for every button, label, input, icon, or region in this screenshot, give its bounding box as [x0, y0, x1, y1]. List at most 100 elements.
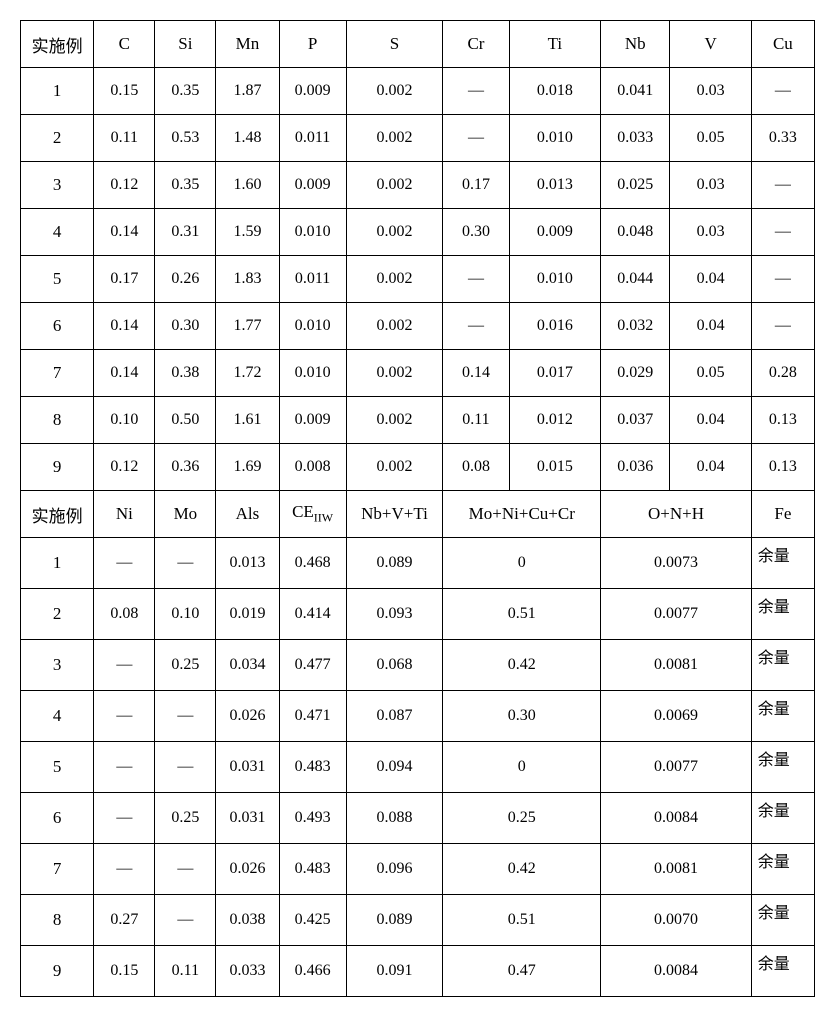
cell-value: 0.47: [443, 946, 601, 997]
cell-value: 0.0073: [601, 538, 752, 589]
cell-value: 0.036: [601, 444, 670, 491]
cell-value: 0.468: [279, 538, 346, 589]
row-label: 9: [21, 946, 94, 997]
row-label: 7: [21, 844, 94, 895]
cell-value: —: [155, 844, 216, 895]
cell-value: 0.038: [216, 895, 279, 946]
cell-value: 0.42: [443, 640, 601, 691]
row-label: 7: [21, 350, 94, 397]
cell-value: 0.483: [279, 742, 346, 793]
header-si: Si: [155, 21, 216, 68]
table-row: 5——0.0310.4830.09400.0077余量: [21, 742, 815, 793]
cell-value: —: [751, 303, 814, 350]
cell-value: 0.11: [443, 397, 509, 444]
table-row: 80.100.501.610.0090.0020.110.0120.0370.0…: [21, 397, 815, 444]
row-label: 2: [21, 589, 94, 640]
table-row: 20.110.531.480.0110.002—0.0100.0330.050.…: [21, 115, 815, 162]
cell-value: —: [751, 209, 814, 256]
cell-value: 0.414: [279, 589, 346, 640]
cell-value: 0.14: [94, 209, 155, 256]
fe-cell: 余量: [751, 589, 814, 640]
cell-value: 0.009: [279, 68, 346, 115]
cell-value: 0.50: [155, 397, 216, 444]
row-label: 8: [21, 895, 94, 946]
cell-value: 0.14: [94, 303, 155, 350]
cell-value: 0.002: [346, 303, 443, 350]
cell-value: 0.033: [216, 946, 279, 997]
cell-value: 0.10: [155, 589, 216, 640]
fe-cell: 余量: [751, 742, 814, 793]
cell-value: 1.59: [216, 209, 279, 256]
cell-value: 0.011: [279, 256, 346, 303]
cell-value: 0.30: [155, 303, 216, 350]
cell-value: 1.87: [216, 68, 279, 115]
header-fe: Fe: [751, 491, 814, 538]
cell-value: 0.0077: [601, 589, 752, 640]
cell-value: 0.0084: [601, 793, 752, 844]
cell-value: 0.018: [509, 68, 601, 115]
cell-value: 0.12: [94, 444, 155, 491]
cell-value: 0.009: [279, 397, 346, 444]
table-row: 3—0.250.0340.4770.0680.420.0081余量: [21, 640, 815, 691]
fe-cell: 余量: [751, 895, 814, 946]
cell-value: —: [443, 68, 509, 115]
cell-value: 1.69: [216, 444, 279, 491]
cell-value: 1.72: [216, 350, 279, 397]
cell-value: 0.05: [670, 350, 751, 397]
cell-value: 0.002: [346, 256, 443, 303]
cell-value: 0.26: [155, 256, 216, 303]
cell-value: 0.089: [346, 538, 443, 589]
cell-value: —: [94, 844, 155, 895]
header-example-label-2: 实施例: [21, 491, 94, 538]
cell-value: 0.041: [601, 68, 670, 115]
cell-value: 0.35: [155, 162, 216, 209]
cell-value: 0.13: [751, 444, 814, 491]
cell-value: 1.77: [216, 303, 279, 350]
table-row: 90.120.361.690.0080.0020.080.0150.0360.0…: [21, 444, 815, 491]
cell-value: 1.61: [216, 397, 279, 444]
cell-value: 0.013: [216, 538, 279, 589]
header-row-1: 实施例 C Si Mn P S Cr Ti Nb V Cu: [21, 21, 815, 68]
cell-value: 0.026: [216, 844, 279, 895]
composition-table: 实施例 C Si Mn P S Cr Ti Nb V Cu 10.150.351…: [20, 20, 815, 997]
cell-value: 0.0077: [601, 742, 752, 793]
cell-value: 0.14: [443, 350, 509, 397]
cell-value: 0.011: [279, 115, 346, 162]
cell-value: 0.010: [509, 256, 601, 303]
table-row: 30.120.351.600.0090.0020.170.0130.0250.0…: [21, 162, 815, 209]
cell-value: 0.096: [346, 844, 443, 895]
cell-value: 0.002: [346, 397, 443, 444]
cell-value: 0.025: [601, 162, 670, 209]
cell-value: 0.015: [509, 444, 601, 491]
cell-value: 0.25: [155, 640, 216, 691]
cell-value: 0.087: [346, 691, 443, 742]
cell-value: 0.11: [155, 946, 216, 997]
cell-value: 0.35: [155, 68, 216, 115]
cell-value: 0.08: [443, 444, 509, 491]
cell-value: —: [751, 256, 814, 303]
cell-value: 0.0084: [601, 946, 752, 997]
cell-value: 0.05: [670, 115, 751, 162]
cell-value: 0.002: [346, 68, 443, 115]
table-row: 40.140.311.590.0100.0020.300.0090.0480.0…: [21, 209, 815, 256]
table-row: 1——0.0130.4680.08900.0073余量: [21, 538, 815, 589]
cell-value: 0.089: [346, 895, 443, 946]
cell-value: 0.04: [670, 303, 751, 350]
header-ce: CEIIW: [279, 491, 346, 538]
cell-value: 0.093: [346, 589, 443, 640]
cell-value: 1.83: [216, 256, 279, 303]
cell-value: 0.30: [443, 209, 509, 256]
header-nb: Nb: [601, 21, 670, 68]
cell-value: —: [155, 895, 216, 946]
cell-value: 0.002: [346, 162, 443, 209]
cell-value: 0.032: [601, 303, 670, 350]
row-label: 6: [21, 303, 94, 350]
cell-value: 0.17: [443, 162, 509, 209]
cell-value: 0.012: [509, 397, 601, 444]
cell-value: —: [443, 115, 509, 162]
cell-value: 0.51: [443, 589, 601, 640]
cell-value: 0.13: [751, 397, 814, 444]
cell-value: —: [155, 538, 216, 589]
cell-value: 0.31: [155, 209, 216, 256]
cell-value: —: [751, 162, 814, 209]
